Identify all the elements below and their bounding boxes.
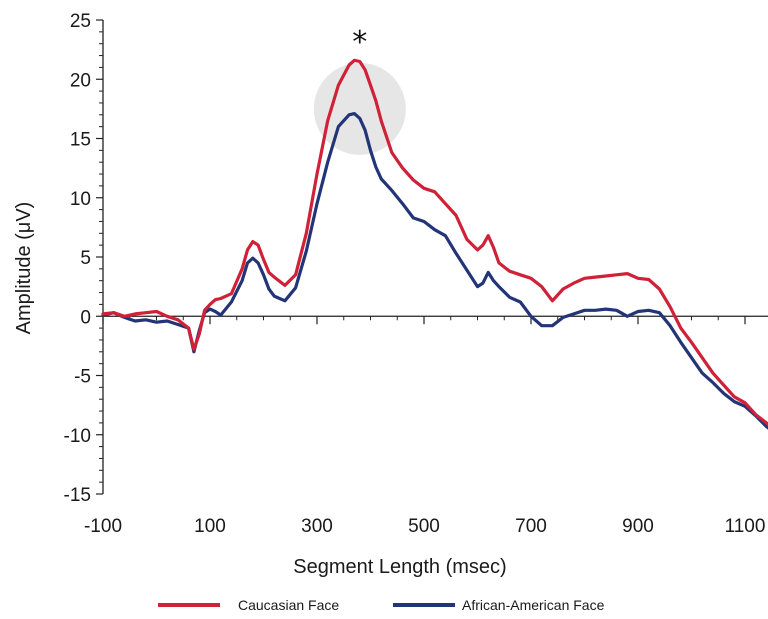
y-tick-label: -15: [64, 485, 91, 506]
x-tick-label: 900: [622, 516, 654, 537]
y-tick-label: 20: [70, 70, 91, 91]
legend-label-african-american-face: African-American Face: [462, 597, 605, 613]
x-tick-label: 1100: [725, 516, 766, 537]
y-tick-label: 25: [70, 11, 91, 32]
significance-asterisk: *: [352, 25, 367, 60]
peak-highlight-circle: [313, 62, 406, 155]
y-axis-title: Amplitude (μV): [13, 202, 35, 335]
x-tick-label: 700: [515, 516, 547, 537]
axes: -15 -10 -5 0 5 10 15 20 25 -100 100 300 500 700 900 110…: [64, 11, 768, 537]
legend: Caucasian Face African-American Face: [158, 597, 605, 613]
x-axis-title: Segment Length (msec): [293, 556, 506, 578]
y-tick-label: 0: [80, 307, 91, 328]
y-tick-label: 10: [70, 189, 91, 210]
legend-label-caucasian-face: Caucasian Face: [238, 597, 339, 613]
annotation-layer: *: [352, 25, 367, 60]
y-tick-label: 5: [80, 248, 91, 269]
y-tick-label: 15: [70, 130, 91, 151]
series-layer: [101, 58, 768, 430]
series-line-caucasian-face: [101, 58, 768, 427]
x-tick-label: 300: [301, 516, 333, 537]
y-tick-label: -10: [64, 426, 91, 447]
x-tick-label: 500: [408, 516, 440, 537]
y-tick-label: -5: [74, 367, 91, 388]
peak-highlight-layer: [313, 62, 406, 155]
x-tick-label: 100: [194, 516, 226, 537]
x-tick-label: -100: [84, 516, 122, 537]
series-line-african-american-face: [101, 112, 768, 430]
